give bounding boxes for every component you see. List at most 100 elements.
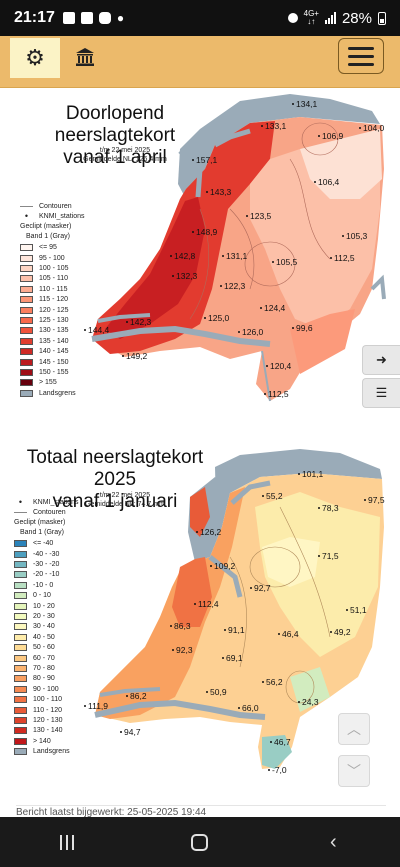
station-value-label: 109,2 [209,561,236,571]
station-dot-swatch: • [24,211,29,222]
legend-swatch [20,265,33,273]
station-value-label: 99,6 [292,323,313,333]
legend-label: 120 - 130 [33,716,63,724]
list-button[interactable]: ☰ [362,378,400,408]
legend-label: 100 - 110 [33,696,63,704]
legend-label: 135 - 140 [39,337,69,345]
legend-label: -40 - -30 [33,550,60,558]
legend-label: 20 - 30 [33,612,55,620]
station-value-label: 112,5 [330,253,355,263]
legend-swatch [20,296,33,304]
station-value-label: 123,5 [245,211,272,221]
back-button[interactable]: ‹ [313,827,353,857]
station-value-label: 112,4 [194,599,219,609]
station-value-label: 131,1 [221,251,248,261]
station-value-label: 149,2 [121,351,148,361]
map1-legend: Contouren • KNMI_stations Geclipt (masker) B… [20,201,116,398]
legend-class-row: 80 - 90 [14,674,110,684]
legend-label: 125 - 130 [39,316,69,324]
station-value-label: 106,9 [317,131,344,141]
system-nav-bar: ‹ [0,817,400,867]
legend-swatch [20,327,33,335]
legend-label: 105 - 110 [39,275,69,283]
legend-label: Contouren [39,202,72,210]
station-value-label: 144,4 [83,325,110,335]
legend-label: 30 - 40 [33,623,55,631]
station-value-label: 143,3 [205,187,232,197]
station-value-label: 97,5 [364,495,385,505]
legend-class-row: 70 - 80 [14,663,110,673]
legend-class-row: 95 - 100 [20,253,116,263]
scroll-down-button[interactable]: ﹀ [338,755,370,787]
legend-label: Landsgrens [39,389,76,397]
legend-label: <= 95 [39,244,57,252]
legend-label: 140 - 145 [39,348,69,356]
legend-label: 130 - 135 [39,327,69,335]
contour-line-swatch [14,512,27,514]
chevron-down-icon: ﹀ [347,763,361,779]
legend-swatch [14,581,27,589]
station-value-label: 71,5 [318,551,339,561]
legend-label: 60 - 70 [33,654,55,662]
legend-class-row: -40 - -30 [14,549,110,559]
station-value-label: 126,0 [237,327,264,337]
legend-class-row: 105 - 110 [20,274,116,284]
station-value-label: 122,3 [219,281,246,291]
legend-class-row: 145 - 150 [20,357,116,367]
home-button[interactable] [180,827,220,857]
legend-swatch [14,716,27,724]
legend-class-row: <= 95 [20,243,116,253]
map1-subtitle: t/m 22 mei 2025 Gemiddelde NL: 126.4 mm [83,147,167,163]
recents-button[interactable] [47,827,87,857]
next-button[interactable]: ➜ [362,345,400,375]
legend-class-row: 125 - 130 [20,315,116,325]
legend-swatch [14,696,27,704]
legend-class-row: 40 - 50 [14,632,110,642]
legend-class-row: 115 - 120 [20,295,116,305]
station-value-label: 56,2 [262,677,283,687]
station-value-label: 124,4 [259,303,286,313]
museum-button[interactable] [72,44,98,70]
chevron-up-icon: ︿ [347,721,361,737]
legend-label: 115 - 120 [39,296,69,304]
legend-label: -30 - -20 [33,561,60,569]
map1-graphic [91,94,386,402]
station-value-label: 92,3 [172,645,193,655]
legend-class-row: -20 - -10 [14,570,110,580]
station-value-label: 104,0 [358,123,385,133]
legend-label: 70 - 80 [33,664,55,672]
app-bar: ⚙ [0,36,400,88]
station-value-label: 24,3 [298,697,319,707]
youtube-icon [98,12,111,24]
legend-class-row: 150 - 155 [20,367,116,377]
legend-swatch [14,592,27,600]
legend-class-row: 120 - 125 [20,305,116,315]
museum-icon [76,48,94,66]
legend-class-row: 20 - 30 [14,611,110,621]
notification-app-icon [62,12,75,24]
station-value-label: 157,1 [191,155,218,165]
station-dot-swatch: • [18,496,23,507]
gear-icon: ⚙ [25,45,45,70]
legend-label: 10 - 20 [33,602,55,610]
page-content[interactable]: Doorlopend neerslagtekort vanaf 1 april … [0,89,400,817]
legend-label: 110 - 120 [33,706,63,714]
station-value-label: -7,0 [268,765,287,775]
station-value-label: 148,9 [191,227,218,237]
legend-class-row: > 155 [20,378,116,388]
contour-line-swatch [20,205,33,207]
legend-swatch [14,727,27,735]
station-value-label: 142,8 [169,251,196,261]
legend-row: • KNMI_stations [20,211,116,221]
legend-row: Landsgrens [14,746,110,756]
menu-button[interactable] [338,38,384,74]
legend-swatch [14,561,27,569]
legend-label: > 140 [33,737,51,745]
station-value-label: 112,5 [264,389,289,399]
legend-label: -10 - 0 [33,581,54,589]
legend-class-row: 0 - 10 [14,591,110,601]
scroll-up-button[interactable]: ︿ [338,713,370,745]
legend-swatch [14,664,27,672]
settings-button[interactable]: ⚙ [10,38,60,78]
legend-label: Contouren [33,509,66,517]
